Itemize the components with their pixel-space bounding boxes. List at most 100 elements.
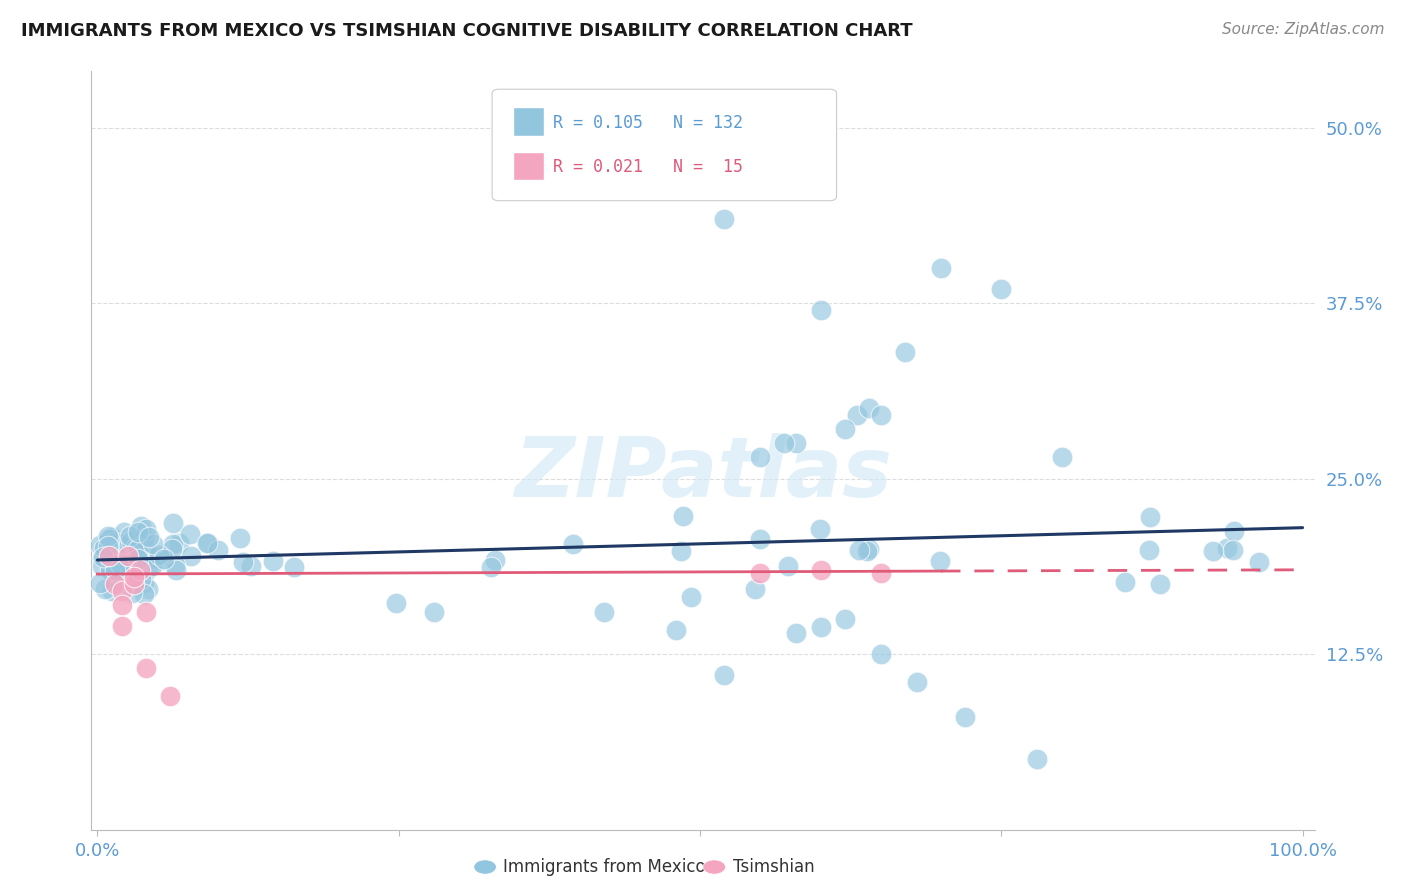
Point [776, 559, 799, 574]
Point [142, 550, 165, 565]
Point [101, 583, 124, 598]
Point [165, 563, 187, 577]
Point [128, 563, 150, 577]
Point [671, 508, 693, 523]
Point [262, 554, 284, 568]
Text: Immigrants from Mexico: Immigrants from Mexico [503, 858, 706, 876]
Point [1050, 450, 1073, 465]
Point [162, 536, 184, 550]
Point [135, 605, 157, 619]
Point [929, 260, 952, 275]
Point [127, 552, 149, 566]
Point [110, 583, 132, 598]
Point [108, 559, 131, 574]
Point [135, 522, 157, 536]
Point [713, 668, 735, 682]
Point [98, 563, 121, 577]
Point [195, 535, 218, 549]
Point [94, 582, 117, 596]
Point [93, 541, 115, 555]
Point [592, 605, 614, 619]
Point [1026, 752, 1049, 766]
Point [134, 541, 156, 556]
Point [384, 597, 406, 611]
Point [1223, 524, 1246, 539]
Point [118, 529, 141, 543]
Point [114, 525, 136, 540]
Text: ZIPatlas: ZIPatlas [515, 433, 891, 514]
Point [810, 303, 832, 318]
Point [845, 409, 868, 423]
Point [163, 558, 186, 572]
Point [749, 450, 772, 465]
Point [136, 582, 159, 596]
Point [810, 620, 832, 634]
Point [129, 519, 152, 533]
Point [91, 551, 114, 566]
Point [169, 536, 191, 550]
Point [131, 572, 153, 586]
Point [180, 549, 202, 564]
Point [810, 563, 832, 577]
Point [117, 549, 139, 563]
Point [1139, 510, 1161, 524]
Point [97, 529, 120, 543]
Point [681, 590, 703, 604]
Point [744, 582, 766, 597]
Point [848, 542, 870, 557]
Point [118, 557, 141, 571]
Point [120, 533, 142, 548]
Point [240, 559, 263, 574]
Point [103, 556, 125, 570]
Point [834, 422, 856, 436]
Point [104, 577, 127, 591]
Point [110, 598, 132, 612]
Point [122, 562, 145, 576]
Point [97, 539, 120, 553]
Point [135, 661, 157, 675]
Point [858, 541, 880, 556]
Point [953, 710, 976, 724]
Point [91, 550, 114, 565]
Point [91, 558, 114, 573]
Point [484, 553, 506, 567]
Text: IMMIGRANTS FROM MEXICO VS TSIMSHIAN COGNITIVE DISABILITY CORRELATION CHART: IMMIGRANTS FROM MEXICO VS TSIMSHIAN COGN… [21, 22, 912, 40]
Point [100, 535, 122, 549]
Point [122, 570, 145, 584]
Point [98, 551, 121, 566]
Point [108, 559, 131, 574]
Point [1216, 541, 1239, 556]
Point [108, 557, 131, 571]
Point [110, 545, 132, 559]
Point [98, 532, 121, 546]
Text: R = 0.021   N =  15: R = 0.021 N = 15 [553, 158, 742, 176]
Text: R = 0.105   N = 132: R = 0.105 N = 132 [553, 114, 742, 132]
Point [121, 550, 143, 565]
Text: Source: ZipAtlas.com: Source: ZipAtlas.com [1222, 22, 1385, 37]
Point [97, 539, 120, 553]
Point [101, 530, 124, 544]
Point [125, 541, 148, 555]
Point [132, 587, 155, 601]
Text: Tsimshian: Tsimshian [733, 858, 814, 876]
Point [127, 547, 149, 561]
Point [869, 647, 891, 661]
Point [98, 562, 121, 576]
Point [138, 530, 160, 544]
Point [108, 545, 131, 559]
Point [808, 522, 831, 536]
Point [93, 541, 115, 556]
Point [749, 566, 772, 580]
Point [108, 544, 131, 558]
Point [785, 436, 807, 450]
Point [127, 542, 149, 557]
Point [561, 536, 583, 550]
Point [1202, 544, 1225, 558]
Point [115, 540, 138, 554]
Point [207, 543, 229, 558]
Point [1149, 577, 1171, 591]
Point [105, 562, 128, 576]
Point [671, 544, 693, 558]
Point [834, 612, 856, 626]
Point [132, 575, 155, 590]
